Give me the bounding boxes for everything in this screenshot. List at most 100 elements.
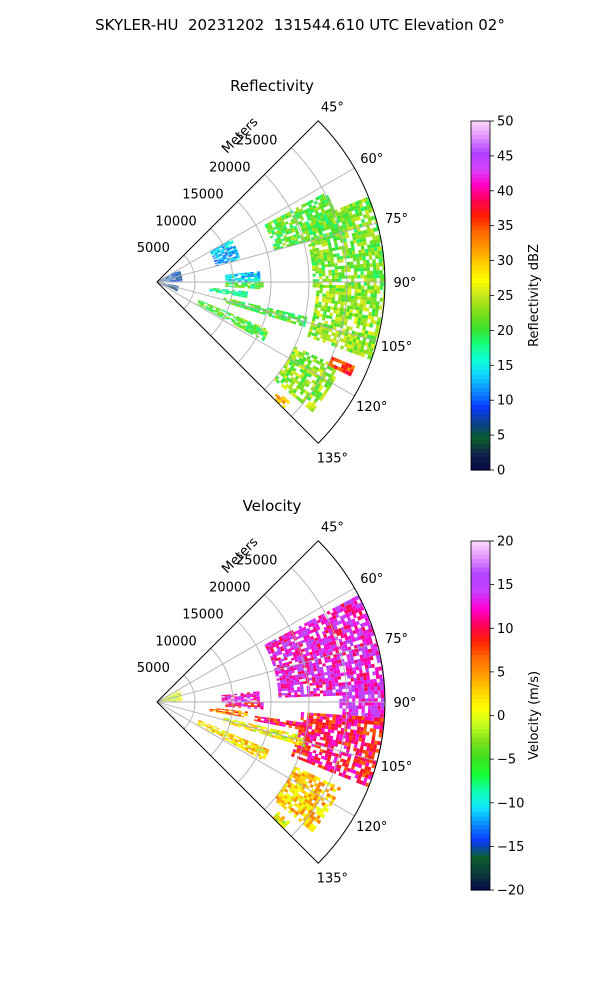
echo-cell [355, 257, 360, 262]
echo-cell [292, 749, 297, 753]
echo-cell [367, 774, 373, 780]
echo-cell [283, 638, 288, 643]
echo-cell [247, 705, 251, 707]
echo-cell [253, 287, 258, 289]
echo-cell [366, 270, 371, 275]
echo-cell [224, 694, 228, 697]
echo-cell [169, 700, 173, 701]
echo-cell [237, 294, 242, 297]
echo-cell [324, 299, 329, 304]
echo-cell [374, 250, 379, 256]
colorbar-segment [471, 767, 490, 773]
colorbar-segment [471, 746, 490, 751]
echo-cell [285, 215, 290, 219]
echo-cell [333, 618, 339, 623]
echo-cell [348, 712, 352, 716]
echo-cell [175, 286, 179, 288]
echo-cell [210, 250, 214, 254]
echo-cell [168, 286, 172, 289]
echo-cell [330, 214, 335, 219]
echo-cell [244, 283, 248, 286]
echo-cell [360, 726, 364, 731]
echo-cell [326, 689, 330, 694]
echo-cell [303, 656, 308, 660]
echo-cell [290, 807, 295, 812]
echo-cell [287, 228, 292, 232]
colorbar-segment [471, 247, 490, 253]
echo-cell [318, 724, 323, 729]
echo-cell [283, 227, 288, 231]
echo-cell [324, 677, 329, 682]
echo-cell [349, 732, 354, 737]
echo-cell [330, 363, 335, 369]
echo-cell [364, 289, 368, 294]
echo-cell [339, 214, 344, 219]
echo-cell [315, 293, 320, 297]
echo-cell [319, 719, 323, 723]
echo-cell [347, 265, 351, 269]
echo-cell [341, 210, 346, 215]
echo-cell [355, 666, 360, 671]
echo-cell [305, 771, 310, 776]
echo-cell [169, 280, 173, 281]
echo-cell [296, 635, 301, 640]
echo-cell [238, 711, 242, 714]
echo-cell [234, 286, 239, 288]
echo-cell [349, 768, 354, 774]
echo-cell [282, 676, 287, 680]
echo-cell [285, 643, 290, 648]
echo-cell [309, 206, 314, 211]
echo-cell [336, 310, 340, 315]
echo-cell [221, 699, 225, 701]
echo-cell [289, 365, 295, 371]
echo-cell [172, 285, 176, 287]
echo-cell [166, 279, 170, 281]
echo-cell [260, 285, 264, 288]
echo-cell [298, 742, 303, 747]
echo-cell [169, 279, 173, 281]
echo-cell [317, 614, 323, 620]
colorbar-tick-label: 5 [497, 429, 505, 444]
echo-cell [379, 725, 384, 730]
echo-cell [306, 362, 311, 367]
echo-cell [314, 817, 319, 823]
echo-cell [259, 731, 263, 735]
echo-cell [359, 669, 363, 674]
echo-cell [250, 330, 255, 334]
echo-cell [309, 222, 314, 227]
echo-cell [237, 713, 242, 716]
echo-field [157, 193, 385, 413]
echo-cell [305, 351, 310, 356]
echo-cell [339, 607, 344, 613]
echo-cell [326, 384, 332, 390]
echo-cell [355, 309, 360, 314]
colorbar-segment [471, 658, 490, 664]
echo-cell [256, 326, 260, 330]
echo-cell [356, 216, 361, 221]
echo-cell [291, 783, 296, 788]
echo-cell [162, 697, 166, 700]
echo-cell [233, 693, 238, 696]
echo-cell [319, 282, 323, 285]
echo-cell [313, 251, 317, 255]
echo-cell [360, 292, 365, 297]
echo-cell [282, 311, 286, 314]
echo-cell [235, 253, 240, 257]
echo-cell [292, 321, 297, 325]
echo-cell [322, 779, 327, 785]
echo-cell [340, 602, 345, 608]
echo-cell [254, 278, 258, 281]
echo-cell [358, 705, 362, 710]
echo-cell [349, 214, 354, 220]
echo-cell [340, 259, 344, 263]
colorbar-segment [471, 558, 490, 564]
echo-cell [257, 705, 261, 708]
echo-cell [371, 647, 376, 653]
echo-cell [327, 726, 332, 730]
echo-cell [174, 272, 178, 275]
echo-cell [347, 295, 352, 299]
echo-cell [231, 320, 235, 323]
colorbar-label: Reflectivity dBZ [527, 244, 542, 347]
echo-cell [363, 296, 368, 301]
echo-cell [312, 326, 317, 331]
